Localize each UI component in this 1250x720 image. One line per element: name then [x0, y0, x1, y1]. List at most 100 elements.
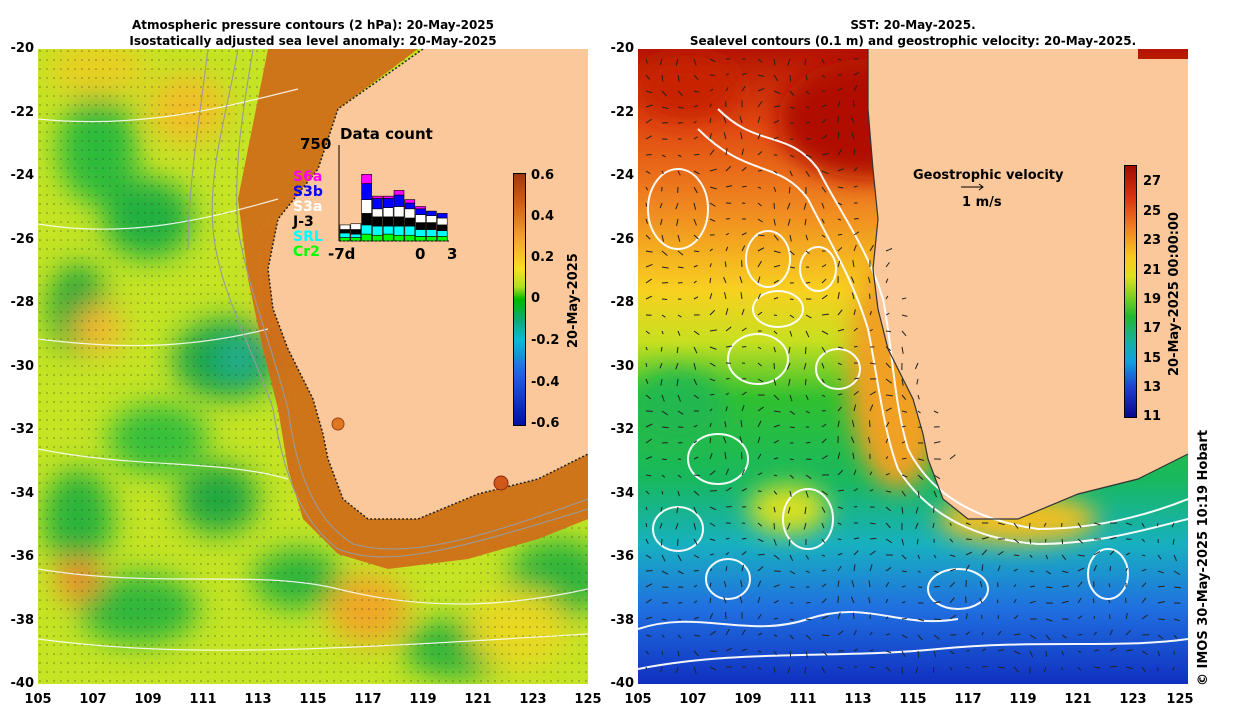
velocity-vector: [851, 580, 855, 588]
sst-map[interactable]: Geostrophic velocity 1 m/s: [638, 49, 1188, 684]
velocity-vector: [660, 346, 663, 352]
velocity-vector: [965, 613, 968, 620]
right-xtick-10: 125: [1166, 692, 1194, 707]
velocity-vector: [645, 118, 653, 124]
velocity-vector: [917, 650, 920, 659]
velocity-vector: [693, 424, 698, 428]
velocity-vector: [837, 580, 840, 588]
velocity-vector: [853, 244, 857, 252]
velocity-vector: [869, 404, 874, 412]
velocity-vector: [837, 393, 843, 396]
velocity-vector: [1141, 568, 1147, 572]
histogram-bar-segment: [415, 214, 426, 223]
velocity-vector: [869, 362, 876, 365]
sla-map[interactable]: Data count 750 S6a S3b S3a J-3 SRL Cr2 -…: [38, 49, 588, 684]
sst-cb-tick-3: 21: [1143, 263, 1162, 278]
velocity-vector: [837, 666, 843, 670]
velocity-vector: [757, 420, 762, 428]
velocity-vector: [693, 650, 699, 657]
velocity-vector: [677, 74, 680, 82]
velocity-vector: [741, 551, 747, 556]
velocity-vector: [917, 490, 920, 498]
velocity-vector: [997, 666, 1005, 669]
velocity-vector: [693, 666, 697, 674]
velocity-vector: [853, 149, 856, 156]
velocity-vector: [741, 648, 747, 652]
velocity-vector: [709, 666, 717, 671]
velocity-vector: [885, 456, 889, 460]
velocity-vector: [901, 650, 906, 658]
sla-cb-tick-3: 0: [531, 291, 541, 306]
velocity-vector: [757, 580, 762, 588]
velocity-vector: [773, 74, 779, 82]
velocity-vector: [723, 596, 727, 604]
velocity-vector: [965, 631, 970, 636]
velocity-vector: [997, 565, 1001, 572]
left-xtick-8: 121: [464, 692, 492, 707]
velocity-vector: [645, 583, 653, 588]
velocity-vector: [901, 441, 906, 444]
velocity-vector: [661, 410, 669, 416]
velocity-vector: [821, 186, 827, 193]
velocity-vector: [773, 634, 778, 637]
velocity-vector: [1172, 538, 1175, 545]
velocity-vector: [901, 394, 907, 401]
histogram-bar-segment: [426, 229, 437, 237]
velocity-vector: [709, 553, 715, 556]
velocity-vector: [837, 202, 843, 206]
velocity-vector: [773, 297, 779, 300]
velocity-vector: [1013, 584, 1017, 588]
velocity-vector: [1125, 522, 1133, 526]
velocity-vector: [677, 90, 683, 97]
velocity-vector: [1157, 634, 1164, 640]
velocity-vector: [1173, 634, 1178, 640]
velocity-vector: [853, 648, 859, 652]
velocity-vector: [917, 554, 921, 560]
velocity-vector: [821, 490, 828, 496]
velocity-vector: [693, 362, 697, 370]
velocity-vector: [901, 378, 904, 386]
velocity-vector: [1093, 666, 1101, 669]
velocity-vector: [1093, 631, 1098, 636]
velocity-vector: [933, 554, 937, 559]
velocity-vector: [837, 362, 842, 366]
velocity-vector: [709, 437, 712, 444]
velocity-vector: [933, 618, 941, 621]
velocity-vector: [725, 537, 730, 540]
right-xtick-7: 119: [1009, 692, 1037, 707]
velocity-vector: [1108, 583, 1111, 588]
velocity-vector: [757, 553, 765, 556]
velocity-vector: [677, 618, 682, 621]
velocity-vector: [693, 170, 700, 175]
velocity-vector: [773, 136, 779, 140]
velocity-vector: [789, 250, 795, 256]
velocity-vector: [821, 74, 826, 79]
velocity-vector: [933, 570, 939, 574]
velocity-vector: [869, 391, 877, 396]
velocity-vector: [837, 420, 840, 428]
velocity-vector: [837, 346, 844, 349]
velocity-vector: [723, 116, 727, 124]
velocity-vector: [1029, 634, 1037, 640]
velocity-vector: [659, 202, 663, 209]
velocity-vector: [1044, 538, 1047, 543]
velocity-vector: [917, 634, 923, 641]
histogram-bar-segment: [382, 195, 394, 199]
velocity-vector: [885, 506, 892, 512]
velocity-vector: [949, 554, 956, 557]
velocity-vector: [853, 71, 860, 76]
velocity-vector: [901, 474, 908, 478]
left-xtick-4: 113: [244, 692, 272, 707]
velocity-vector: [885, 666, 891, 672]
velocity-vector: [709, 538, 716, 541]
velocity-vector: [660, 378, 663, 386]
velocity-vector: [773, 424, 781, 428]
velocity-vector: [645, 104, 653, 108]
velocity-vector: [724, 261, 727, 268]
velocity-vector: [853, 167, 858, 172]
velocity-vector: [1173, 554, 1177, 562]
velocity-vector: [821, 598, 827, 604]
velocity-vector: [725, 308, 729, 316]
velocity-vector: [1077, 666, 1082, 671]
velocity-vector: [645, 234, 651, 240]
